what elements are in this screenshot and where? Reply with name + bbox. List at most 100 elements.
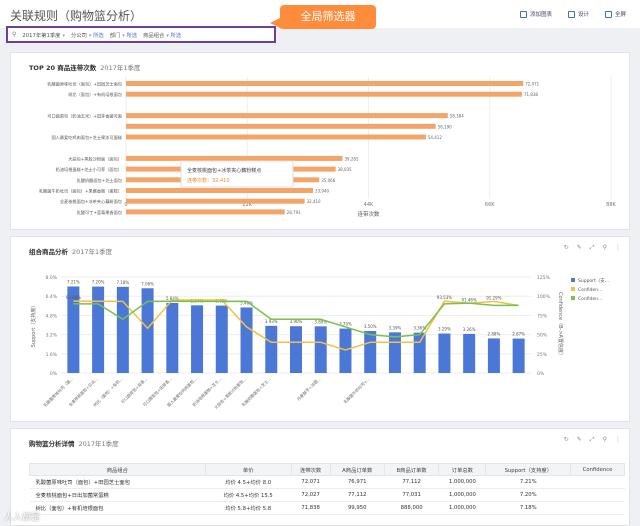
design-button[interactable]: 设计 xyxy=(567,10,589,18)
filter-quarter[interactable]: 2017年第1季度 ▾ xyxy=(22,31,65,39)
expand-icon[interactable]: ⤢ xyxy=(589,436,595,443)
line-data-label: 91.46% xyxy=(462,297,477,302)
table-row[interactable]: 树比（面包）+有机培根面包 均价 5.8+均价 5.8 71,838 99,950 88… xyxy=(29,501,625,515)
bar xyxy=(126,209,285,215)
legend-item: Confiden... xyxy=(578,287,602,293)
legend-item: Support（支... xyxy=(578,277,609,284)
chevron-down-icon: ▾ xyxy=(122,32,125,39)
y2-axis-label: Confidence（B->A置信度） xyxy=(557,292,564,358)
bar xyxy=(265,325,278,373)
data-label: 72,071 xyxy=(525,82,539,87)
y2-tick-label: 100% xyxy=(537,294,551,300)
tooltip-title: 全麦核桃面包+冰茶夹心藕粉糕点 xyxy=(187,167,261,174)
chevron-down-icon: ▾ xyxy=(88,32,92,39)
table-row[interactable]: 乳酸菌原味吐司（面包）+田园芝士面包 均价 4.5+均价 8.0 72,071 76,… xyxy=(29,475,625,489)
top20-subtitle: 2017年1季度 xyxy=(100,64,141,72)
add-chart-icon xyxy=(519,10,527,18)
table-column-header[interactable]: Support（支持度） xyxy=(485,463,572,476)
filter-branch[interactable]: 分公司 ▾ 所选 xyxy=(71,31,104,39)
filter-branch-label: 分公司 xyxy=(70,32,87,39)
data-label: 33,940 xyxy=(315,189,329,194)
bar xyxy=(126,155,343,161)
data-label: 3.90% xyxy=(290,319,303,324)
table-cell: 888,000 xyxy=(384,501,439,515)
fullscreen-label: 全屏 xyxy=(614,12,626,18)
edit-icon[interactable]: ✎ xyxy=(576,244,582,251)
refresh-icon[interactable]: ↻ xyxy=(563,244,569,251)
x-tick-label: 0 xyxy=(124,202,127,208)
bar xyxy=(166,302,179,373)
add-chart-button[interactable]: 添加图表 xyxy=(519,10,552,18)
add-chart-label: 添加图表 xyxy=(529,12,552,18)
table-column-header[interactable]: 连带次数 xyxy=(290,463,331,476)
table-cell: 均价 4.5+均价 8.0 xyxy=(205,475,292,489)
table-cell: 71,838 xyxy=(291,501,331,515)
data-label: 3.36% xyxy=(413,326,426,331)
table-cell: 均价 5.8+均价 5.8 xyxy=(205,501,292,515)
data-label: 58,384 xyxy=(450,114,464,119)
table-row[interactable]: 全麦核桃面包+日出加菌常蛋糕 均价 4.5+均价 15.5 72,027 77,112… xyxy=(29,488,625,502)
filter-dept[interactable]: 部门 ▾ 所选 xyxy=(110,31,137,39)
fullscreen-button[interactable]: 全屏 xyxy=(604,10,626,18)
legend-swatch xyxy=(571,296,575,300)
edit-icon[interactable]: ✎ xyxy=(576,436,582,443)
filter-combo-label: 商品组合 xyxy=(143,32,165,39)
bar xyxy=(388,332,401,373)
bar xyxy=(240,307,253,373)
y2-tick-label: 125% xyxy=(537,275,551,281)
bar xyxy=(215,305,228,373)
y-tick-label: 大蒜包+黑胶沙粉面（面包） xyxy=(68,155,122,162)
data-label: 35,066 xyxy=(321,178,335,183)
design-icon xyxy=(567,10,575,18)
data-label: 39,285 xyxy=(345,156,359,161)
table-column-header[interactable]: 订单总数 xyxy=(438,463,487,476)
table-column-header[interactable]: Confidence xyxy=(570,463,625,476)
pin-icon[interactable]: ⚲ xyxy=(602,436,607,443)
filter-combo[interactable]: 商品组合 ▾ 所选 xyxy=(143,31,181,39)
pin-icon[interactable]: ⚲ xyxy=(602,244,607,251)
table-column-header[interactable]: 商品组合 xyxy=(29,463,206,476)
y2-tick-label: 75% xyxy=(537,313,548,319)
detail-table: 商品组合 单价 连带次数 A商品订单数 B商品订单数 订单总数 Support（支持度） Co… xyxy=(29,463,625,515)
more-icon[interactable]: ⋮ xyxy=(615,436,621,443)
filter-icon: ⚲ xyxy=(12,31,17,38)
bar xyxy=(438,333,451,373)
combo-panel-tools: ↻ ✎ ⤢ ⚲ ⋮ xyxy=(564,244,621,252)
expand-icon[interactable]: ⤢ xyxy=(589,244,595,251)
x-tick-label: 44K xyxy=(364,202,374,208)
data-label: 54,412 xyxy=(428,135,442,140)
data-label: 3.50% xyxy=(364,324,377,329)
line-data-label: 93.66% xyxy=(66,295,81,300)
y-tick-label: 树比（面包）+有机培根面包 xyxy=(68,91,123,98)
detail-panel: 购物篮分析详情 2017年1季度 ↻ ✎ ⤢ ⚲ ⋮ 商品组合 单价 连带次数 A商品订单数 B商… xyxy=(10,428,630,526)
detail-title-text: 购物篮分析详情 xyxy=(29,440,75,448)
table-column-header[interactable]: B商品订单数 xyxy=(383,463,440,476)
design-label: 设计 xyxy=(577,12,589,18)
line-data-label: 93.53% xyxy=(437,295,452,300)
legend-item: Confiden... xyxy=(578,296,602,302)
filter-quarter-label: 2017年第1季度 xyxy=(22,32,61,39)
bar xyxy=(126,198,305,204)
line-data-label: 91.29% xyxy=(486,295,501,300)
combo-title: 组合商品分析 2017年1季度 xyxy=(29,246,112,256)
y-tick-label: 乳酸奶酪面包+芝士面包 xyxy=(77,177,123,184)
bar xyxy=(92,286,105,373)
data-label: 71,838 xyxy=(524,92,538,97)
data-label: 3.29% xyxy=(438,327,451,332)
table-column-header[interactable]: A商品订单数 xyxy=(329,463,385,476)
bar xyxy=(339,328,352,373)
more-icon[interactable]: ⋮ xyxy=(615,244,621,251)
toolbar: 添加图表 设计 全屏 xyxy=(519,10,626,18)
y-tick-label: 8.0% xyxy=(46,275,58,281)
table-cell: 7.18% xyxy=(485,501,571,515)
y2-tick-label: 50% xyxy=(537,333,548,339)
table-column-header[interactable]: 单价 xyxy=(204,463,292,476)
refresh-icon[interactable]: ↻ xyxy=(563,436,569,443)
tooltip-value: 连带次数：32,410 xyxy=(187,177,230,184)
combo-panel: 组合商品分析 2017年1季度 ↻ ✎ ⤢ ⚲ ⋮ 0% 0% 1.6% 25% 3.2% 50% 4… xyxy=(10,236,630,422)
data-label: 5.84% xyxy=(166,296,179,301)
x-tick-label: 丹麦酥芋+法国... xyxy=(295,375,321,401)
series-line xyxy=(73,300,519,338)
tooltip-box xyxy=(180,160,294,188)
combo-subtitle: 2017年1季度 xyxy=(72,248,113,256)
